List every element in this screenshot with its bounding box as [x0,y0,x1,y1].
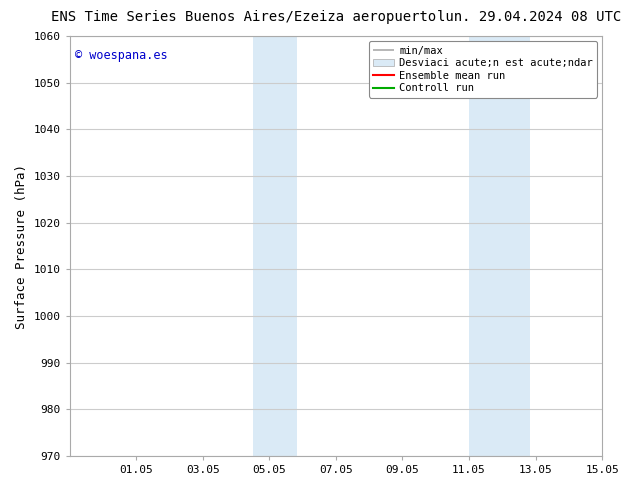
Y-axis label: Surface Pressure (hPa): Surface Pressure (hPa) [15,164,28,329]
Text: © woespana.es: © woespana.es [75,49,167,62]
Bar [252,36,297,456]
Text: lun. 29.04.2024 08 UTC: lun. 29.04.2024 08 UTC [437,10,621,24]
Bar [469,36,530,456]
Legend: min/max, Desviaci acute;n est acute;ndar, Ensemble mean run, Controll run: min/max, Desviaci acute;n est acute;ndar… [369,41,597,98]
Text: ENS Time Series Buenos Aires/Ezeiza aeropuerto: ENS Time Series Buenos Aires/Ezeiza aero… [51,10,436,24]
